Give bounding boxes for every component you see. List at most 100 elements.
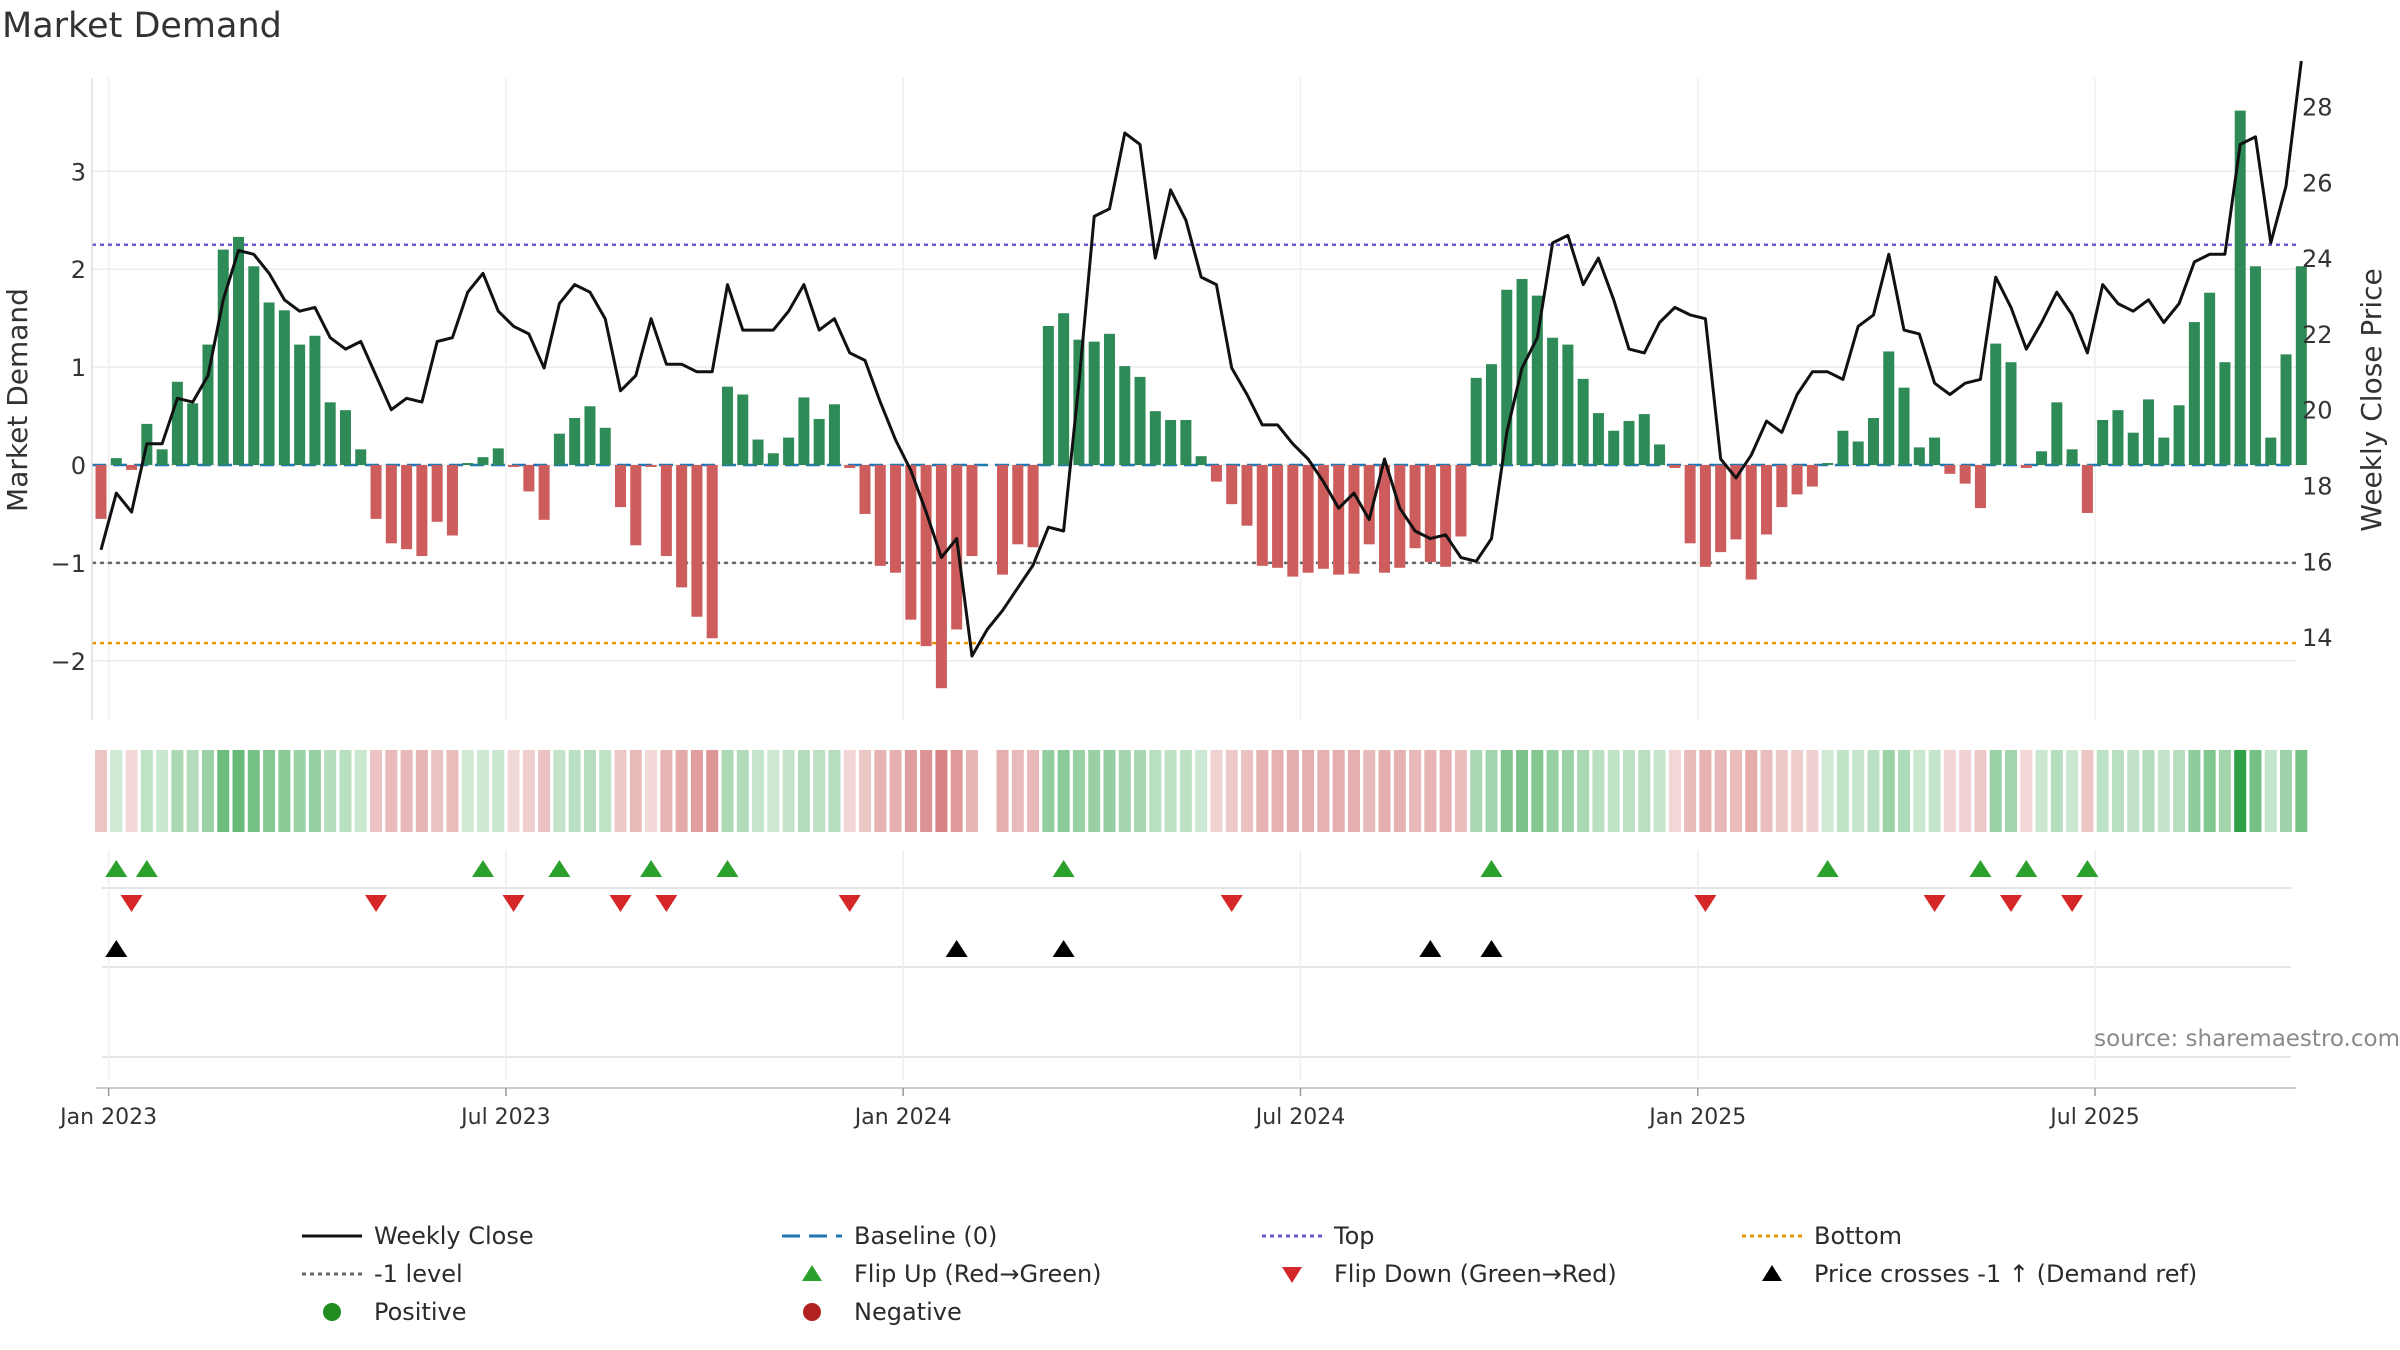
heat-cell — [1577, 750, 1590, 832]
heat-cell — [1149, 750, 1162, 832]
demand-bar — [1791, 465, 1803, 495]
demand-bar — [355, 449, 367, 465]
heat-cell — [1638, 750, 1651, 832]
heat-cell — [1745, 750, 1758, 832]
flip-down-triangle-icon — [1282, 1267, 1302, 1283]
demand-bar — [828, 404, 840, 465]
heat-cell — [354, 750, 367, 832]
heat-cell — [1409, 750, 1422, 832]
heat-cell — [813, 750, 826, 832]
demand-bar — [1485, 364, 1497, 465]
demand-bar — [1547, 337, 1559, 465]
heat-cell — [1011, 750, 1024, 832]
demand-bar — [2036, 451, 2048, 465]
flip-up-marker — [548, 860, 571, 877]
heat-cell — [431, 750, 444, 832]
demand-bar — [2158, 437, 2170, 465]
demand-bar — [1684, 465, 1696, 544]
left-tick-label: −1 — [51, 550, 86, 578]
demand-bar — [1531, 295, 1543, 465]
flip-up-marker — [1480, 860, 1503, 877]
demand-bar — [187, 403, 199, 465]
heat-cell — [1821, 750, 1834, 832]
flip-down-marker — [365, 895, 388, 912]
right-tick-label: 20 — [2302, 397, 2333, 425]
flip-down-marker — [1220, 895, 1243, 912]
demand-bar — [1333, 465, 1345, 575]
demand-bar — [966, 465, 978, 557]
demand-bar — [1929, 437, 1941, 465]
demand-bar — [2219, 362, 2231, 465]
heat-cell — [2111, 750, 2124, 832]
heat-cell — [1302, 750, 1315, 832]
heat-cell — [614, 750, 627, 832]
right-tick-label: 26 — [2302, 169, 2333, 197]
heat-cell — [2005, 750, 2017, 832]
heat-cell — [950, 750, 963, 832]
demand-bar — [1959, 465, 1971, 484]
demand-bar — [920, 465, 932, 647]
heat-cell — [965, 750, 978, 832]
heat-cell — [2096, 750, 2109, 832]
demand-bar — [477, 457, 489, 465]
heat-cell — [1729, 750, 1742, 832]
event-markers — [102, 850, 2291, 1080]
demand-bar — [492, 448, 504, 465]
heat-cell — [1241, 750, 1253, 832]
heat-cell — [599, 750, 612, 832]
demand-bar — [1165, 419, 1177, 465]
demand-bar — [2249, 266, 2261, 465]
heat-cell — [690, 750, 703, 832]
legend-label: Positive — [374, 1298, 467, 1326]
heat-cell — [767, 750, 780, 832]
heat-cell — [1271, 750, 1284, 832]
flip-up-marker — [1969, 860, 1992, 877]
heat-cell — [568, 750, 581, 832]
legend-label: Flip Up (Red→Green) — [854, 1260, 1102, 1288]
demand-bar — [2204, 292, 2216, 465]
heat-cell — [1943, 750, 1956, 832]
heat-cell — [859, 750, 871, 832]
demand-bar — [1149, 411, 1161, 465]
demand-bar — [584, 406, 596, 465]
top-dotted-icon — [1262, 1234, 1322, 1238]
demand-bar — [446, 465, 458, 536]
heat-cell — [1836, 750, 1849, 832]
heat-cell — [1027, 750, 1040, 832]
x-axis: Jan 2023 Jul 2023 Jan 2024 Jul 2024 Jan 2025… — [58, 1087, 2296, 1130]
heat-cell — [920, 750, 933, 832]
heat-cell — [2234, 750, 2247, 832]
heat-cell — [2218, 750, 2231, 832]
demand-bar — [2234, 110, 2246, 466]
heat-cell — [1485, 750, 1498, 832]
flip-down-marker — [1694, 895, 1717, 912]
flip-up-marker — [105, 860, 128, 877]
demand-bar — [1837, 430, 1849, 465]
x-tick-label: Jul 2023 — [459, 1105, 551, 1130]
heat-cell — [324, 750, 337, 832]
demand-bar — [385, 465, 397, 544]
demand-bar — [1287, 465, 1299, 577]
heat-cell — [889, 750, 902, 832]
demand-bar — [1974, 465, 1986, 509]
heat-cell — [2066, 750, 2079, 832]
right-tick-label: 18 — [2302, 473, 2333, 501]
demand-bar — [844, 465, 856, 468]
demand-bar — [1302, 465, 1314, 573]
heat-cell — [1806, 750, 1819, 832]
reference-lines — [92, 243, 2296, 645]
demand-bar — [1623, 420, 1635, 465]
demand-bar — [523, 465, 535, 492]
heat-cell — [293, 750, 306, 832]
demand-bar — [416, 465, 428, 557]
heat-cell — [2249, 750, 2262, 832]
heat-cell — [1439, 750, 1452, 832]
demand-bar — [1852, 441, 1864, 465]
heat-cell — [308, 750, 321, 832]
minus-one-dotted-icon — [302, 1272, 362, 1276]
demand-bar — [997, 465, 1009, 575]
demand-bar — [233, 236, 245, 465]
demand-bar — [1241, 465, 1253, 526]
heat-cell — [2035, 750, 2048, 832]
